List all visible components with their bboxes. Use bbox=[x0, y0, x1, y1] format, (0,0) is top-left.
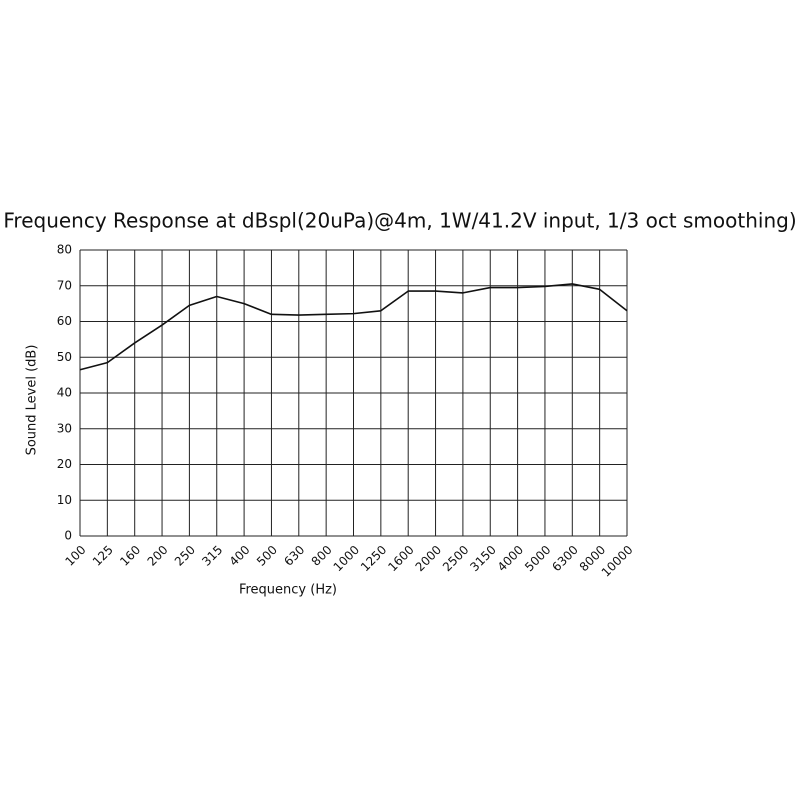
y-tick-label: 80 bbox=[57, 243, 72, 257]
x-tick-label: 2500 bbox=[440, 543, 471, 574]
x-tick-label: 3150 bbox=[467, 543, 498, 574]
x-tick-label: 160 bbox=[117, 543, 143, 569]
y-tick-label: 10 bbox=[57, 493, 72, 507]
x-tick-label: 500 bbox=[254, 543, 280, 569]
x-axis-label: Frequency (Hz) bbox=[239, 583, 337, 598]
x-tick-label: 4000 bbox=[495, 543, 526, 574]
y-tick-label: 20 bbox=[57, 457, 72, 471]
x-tick-label: 400 bbox=[227, 543, 253, 569]
chart-title: Frequency Response at dBspl(20uPa)@4m, 1… bbox=[3, 209, 796, 233]
x-tick-label: 1600 bbox=[385, 543, 416, 574]
x-tick-label: 6300 bbox=[549, 543, 580, 574]
y-tick-label: 70 bbox=[57, 278, 72, 292]
x-tick-label: 125 bbox=[90, 543, 116, 569]
line bbox=[79, 283, 628, 371]
x-tick-label: 1250 bbox=[358, 543, 389, 574]
y-axis-label: Sound Level (dB) bbox=[25, 345, 40, 456]
x-tick-label: 200 bbox=[145, 543, 171, 569]
y-tick-label: 40 bbox=[57, 386, 72, 400]
x-tick-label: 315 bbox=[199, 543, 225, 569]
x-tick-label: 5000 bbox=[522, 543, 553, 574]
x-tick-label: 1000 bbox=[331, 543, 362, 574]
x-tick-label: 10000 bbox=[599, 543, 636, 580]
y-tick-label: 60 bbox=[57, 314, 72, 328]
x-tick-label: 2000 bbox=[413, 543, 444, 574]
y-tick-label: 0 bbox=[64, 529, 72, 543]
x-tick-label: 250 bbox=[172, 543, 198, 569]
x-tick-label: 630 bbox=[281, 543, 307, 569]
x-tick-label: 100 bbox=[62, 543, 88, 569]
y-tick-label: 30 bbox=[57, 421, 72, 435]
y-tick-label: 50 bbox=[57, 350, 72, 364]
